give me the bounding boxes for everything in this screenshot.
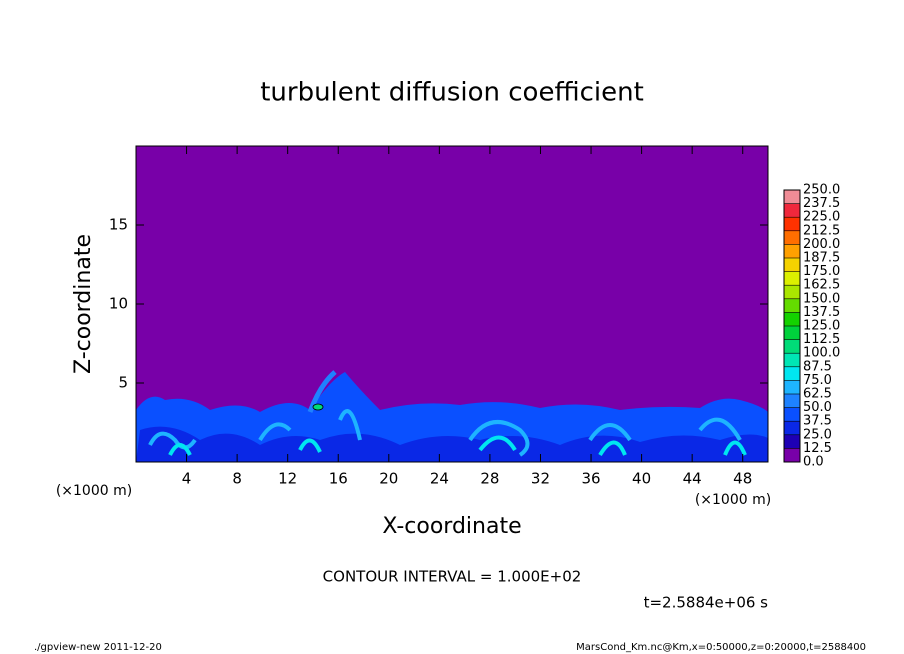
contour-field [136,146,768,462]
x-tick-label: 44 [683,470,702,488]
colorbar-label: 225.0 [803,210,840,225]
x-tick-label: 28 [480,470,499,488]
colorbar-swatch [784,258,800,272]
eddy [312,403,324,411]
colorbar-label: 162.5 [803,278,840,293]
colorbar-label: 0.0 [803,455,824,470]
turbulence [136,426,768,462]
x-tick-label: 8 [232,470,242,488]
colorbar-label: 175.0 [803,264,840,279]
colorbar-swatch [784,448,800,462]
colorbar-label: 212.5 [803,223,840,238]
y-tick-label: 15 [109,216,128,234]
x-tick-label: 32 [531,470,550,488]
colorbar-swatch [784,312,800,326]
colorbar-label: 150.0 [803,291,840,306]
x-tick-label: 12 [278,470,297,488]
colorbar-swatch [784,353,800,367]
colorbar-label: 250.0 [803,183,840,198]
colorbar-label: 187.5 [803,251,840,266]
time-label: t=2.5884e+06 s [644,594,769,612]
x-tick-label: 40 [632,470,651,488]
footer-left: ./gpview-new 2011-12-20 [34,642,162,653]
contour-interval: CONTOUR INTERVAL = 1.000E+02 [323,568,582,586]
plume [307,370,337,413]
colorbar-label: 50.0 [803,400,832,415]
colorbar-label: 37.5 [803,414,832,429]
colorbar-swatch [784,434,800,449]
colorbar-swatch [784,394,800,408]
colorbar-swatch [784,203,800,218]
x-tick-label: 24 [430,470,449,488]
colorbar-swatch [784,217,800,231]
colorbar-swatch [784,326,800,340]
chart-title: turbulent diffusion coefficient [260,78,644,108]
colorbar-label: 25.0 [803,427,832,442]
x-axis-label: X-coordinate [382,514,521,539]
colorbar-swatch [784,285,800,299]
x-tick-label: 20 [379,470,398,488]
x-tick-label: 16 [329,470,348,488]
x-unit-label: (×1000 m) [695,492,771,508]
colorbar-swatch [784,190,800,204]
colorbar-swatch [784,366,800,381]
colorbar-label: 100.0 [803,346,840,361]
colorbar-swatch [784,271,800,286]
colorbar-swatch [784,230,800,245]
y-axis-label: Z-coordinate [71,234,96,374]
y-tick-label: 10 [109,295,128,313]
y-tick-label: 5 [118,374,128,392]
colorbar-swatch [784,298,800,313]
colorbar-label: 137.5 [803,305,840,320]
axes: 4 8 12 16 20 24 28 32 36 40 44 48510150.012.525.037… [109,145,840,488]
footer-right: MarsCond_Km.nc@Km,x=0:50000,z=0:20000,t=… [576,642,866,653]
colorbar-swatch [784,407,800,422]
x-tick-label: 4 [182,470,192,488]
colorbar-label: 125.0 [803,319,840,334]
colorbar-label: 62.5 [803,387,832,402]
colorbar-swatch [784,339,800,354]
colorbar-label: 237.5 [803,196,840,211]
x-tick-label: 48 [733,470,752,488]
colorbar-label: 112.5 [803,332,840,347]
colorbar-label: 200.0 [803,237,840,252]
colorbar-label: 12.5 [803,441,832,456]
turbulence [168,435,747,457]
colorbar-swatch [784,244,800,258]
colorbar-label: 75.0 [803,373,832,388]
colorbar-swatch [784,380,800,394]
turbulence [148,409,742,457]
x-tick-label: 36 [581,470,600,488]
colorbar-swatch [784,421,800,435]
x-unit-label: (×1000 m) [56,483,132,499]
colorbar-label: 87.5 [803,359,832,374]
